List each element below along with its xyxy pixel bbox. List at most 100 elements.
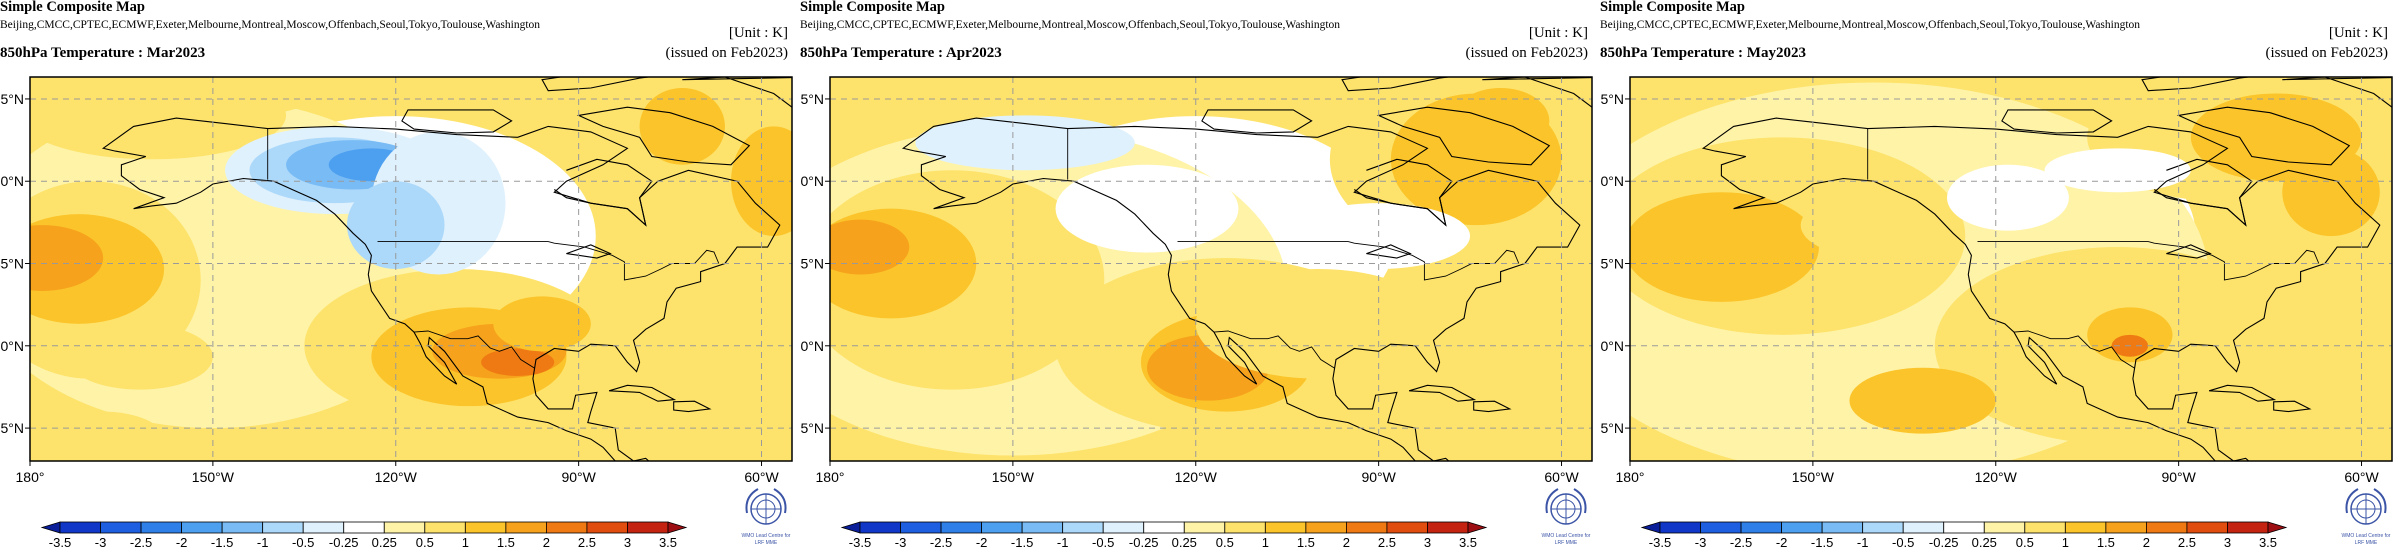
- legend-swatch: [1224, 521, 1266, 534]
- map-frame: [29, 76, 793, 462]
- lon-label: 90°W: [2161, 469, 2196, 485]
- legend-label: 1: [462, 535, 469, 549]
- legend-label: 2.5: [578, 535, 596, 549]
- lat-label: 30°N: [1600, 338, 1624, 354]
- legend-swatch: [1740, 521, 1782, 534]
- unit-label: [Unit : K]: [1528, 25, 1588, 41]
- legend-label: -0.25: [329, 535, 359, 549]
- legend-label: -1: [1057, 535, 1069, 549]
- map-title: Simple Composite Map: [0, 0, 145, 15]
- contributing-centres: Beijing,CMCC,CPTEC,ECMWF,Exeter,Melbourn…: [0, 19, 541, 31]
- legend-label: -1: [1857, 535, 1869, 549]
- lat-label: 30°N: [0, 338, 24, 354]
- anomaly-contour-3: [30, 225, 104, 291]
- lon-label: 150°W: [192, 469, 235, 485]
- logo-text-2: LRF MME: [1555, 540, 1578, 546]
- legend-label: -3: [1695, 535, 1707, 549]
- legend-label: 0.25: [1172, 535, 1197, 549]
- coastline-6: [1473, 400, 1512, 413]
- coastline-5: [1408, 384, 1477, 402]
- coastline-1: [1482, 77, 1592, 108]
- lat-label: 15°N: [0, 420, 24, 436]
- anomaly-contour-20: [42, 411, 165, 461]
- anomaly-contour-12: [2044, 148, 2191, 193]
- contributing-centres: Beijing,CMCC,CPTEC,ECMWF,Exeter,Melbourn…: [1600, 19, 2141, 31]
- lat-label: 60°N: [800, 173, 824, 189]
- coastline-5: [2208, 384, 2277, 402]
- legend-swatch: [1781, 521, 1823, 534]
- legend-swatch: [2227, 521, 2269, 534]
- legend-swatch: [1021, 521, 1064, 534]
- map-title: Simple Composite Map: [800, 0, 945, 15]
- logo-text-2: LRF MME: [2355, 540, 2378, 546]
- legend-label: 1: [1262, 535, 1269, 549]
- lat-label: 45°N: [1600, 256, 1624, 272]
- border-0: [1177, 241, 1520, 281]
- legend-label: -0.25: [1129, 535, 1159, 549]
- legend-label: -0.25: [1929, 535, 1959, 549]
- legend-swatch: [1143, 521, 1185, 534]
- legend-swatch: [586, 521, 628, 534]
- coastlines: [1701, 77, 2392, 461]
- legend-label: -1.5: [1011, 535, 1033, 549]
- legend-swatch: [1659, 521, 1701, 534]
- coastline-1: [682, 77, 792, 108]
- legend-swatch: [546, 521, 588, 534]
- color-legend: -3.5 -3 -2.5 -2 -1.5 -1 -0.5 -0.25 0.25 0.5 1 1.5 2 2…: [40, 521, 688, 549]
- legend-label: -2: [976, 535, 988, 549]
- legend-arrow-high: [667, 521, 688, 534]
- anomaly-contour-10: [2282, 148, 2380, 237]
- coastline-4: [2141, 77, 2253, 92]
- coastline-3: [401, 109, 513, 134]
- logo-text-2: LRF MME: [755, 540, 778, 546]
- unit-label: [Unit : K]: [728, 25, 788, 41]
- legend-swatch: [1346, 521, 1388, 534]
- legend-swatch: [1386, 521, 1428, 534]
- lon-label: 60°W: [1544, 469, 1579, 485]
- legend-label: 3.5: [1459, 535, 1477, 549]
- legend-arrow-low: [840, 521, 861, 534]
- lon-label: 150°W: [1792, 469, 1835, 485]
- anomaly-contour-7: [1195, 269, 1440, 379]
- map-frame: [1629, 76, 2393, 462]
- coastline-7: [2166, 244, 2212, 259]
- legend-swatch: [2064, 521, 2107, 534]
- lat-label: 75°N: [800, 91, 824, 107]
- map-panel-Apr2023: 75°N 60°N 45°N 30°N 15°N 180° 150°W 120°W 90°W 60…: [800, 0, 1600, 549]
- lon-label: 120°W: [1975, 469, 2018, 485]
- legend-label: -0.5: [292, 535, 314, 549]
- legend-arrow-low: [40, 521, 61, 534]
- legend-label: 2.5: [2178, 535, 2196, 549]
- lat-label: 60°N: [0, 173, 24, 189]
- legend-label: 2: [543, 535, 550, 549]
- legend-label: 0.5: [416, 535, 434, 549]
- map-figure: 75°N 60°N 45°N 30°N 15°N 180° 150°W 120°W 90°W 60…: [1600, 76, 2393, 549]
- legend-swatch: [2186, 521, 2228, 534]
- legend-swatch: [859, 521, 901, 534]
- legend-label: -0.5: [1892, 535, 1914, 549]
- legend-arrow-low: [1640, 521, 1661, 534]
- lat-label: 15°N: [800, 420, 824, 436]
- legend-swatch: [140, 521, 182, 534]
- legend-label: 3: [1424, 535, 1431, 549]
- legend-label: 3.5: [659, 535, 677, 549]
- legend-label: -2.5: [1730, 535, 1752, 549]
- legend-swatch: [181, 521, 223, 534]
- legend-label: 2: [1343, 535, 1350, 549]
- logo-text-1: WMO Lead Centre for: [1542, 533, 1591, 539]
- lon-label: 60°W: [2344, 469, 2379, 485]
- lat-label: 45°N: [800, 256, 824, 272]
- legend-swatch: [424, 521, 466, 534]
- border-2: [2013, 330, 2135, 369]
- legend-label: -3.5: [849, 535, 871, 549]
- anomaly-contour-12: [1055, 164, 1239, 253]
- legend-label: 3: [624, 535, 631, 549]
- coastline-6: [673, 400, 712, 413]
- legend-swatch: [627, 521, 669, 534]
- contributing-centres: Beijing,CMCC,CPTEC,ECMWF,Exeter,Melbourn…: [800, 19, 1341, 31]
- graticule: [1630, 77, 2392, 461]
- coastline-4: [541, 77, 653, 92]
